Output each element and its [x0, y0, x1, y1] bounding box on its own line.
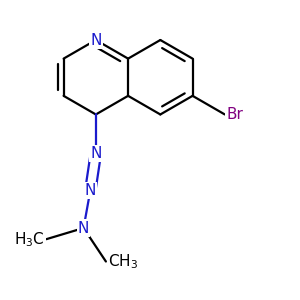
- Text: H$_3$C: H$_3$C: [14, 230, 45, 248]
- Text: N: N: [85, 183, 96, 198]
- Text: N: N: [78, 220, 89, 236]
- Text: N: N: [90, 32, 101, 47]
- Text: CH$_3$: CH$_3$: [108, 252, 138, 271]
- Text: N: N: [90, 146, 101, 161]
- Text: Br: Br: [226, 107, 243, 122]
